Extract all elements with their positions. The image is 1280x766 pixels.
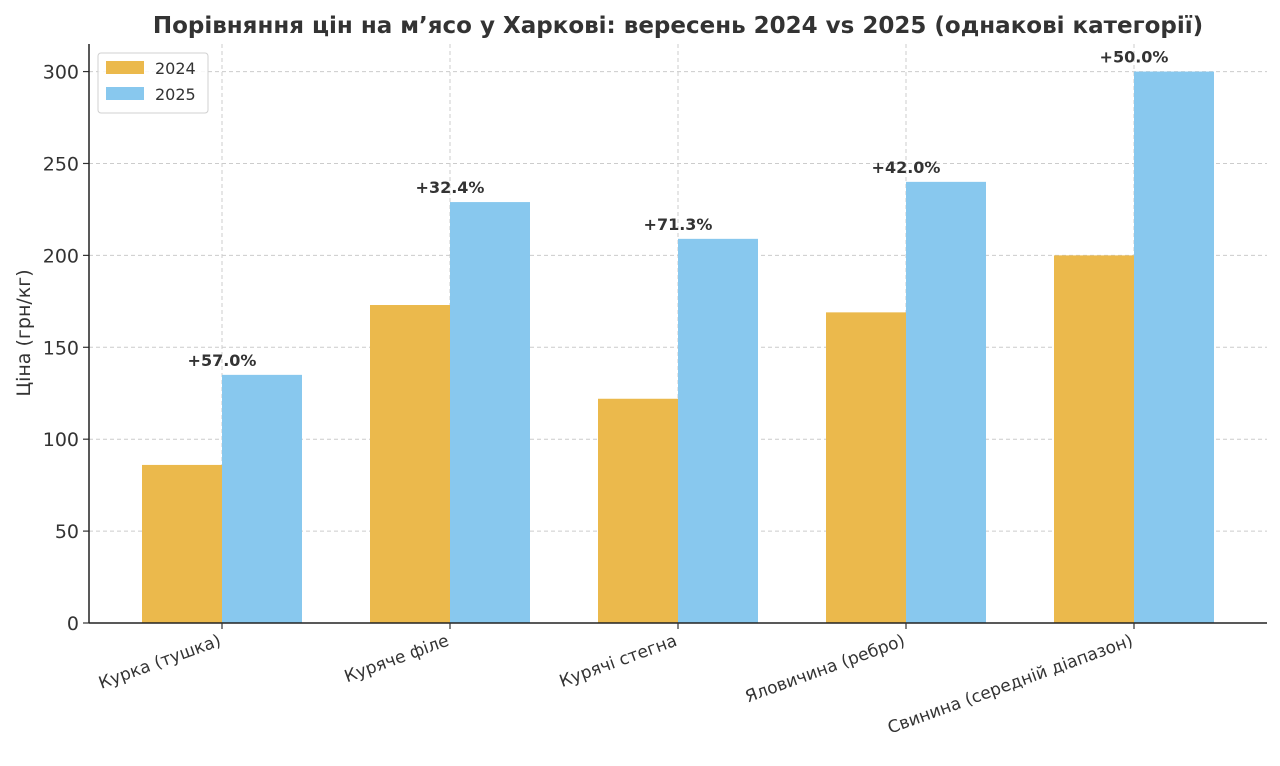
y-tick-label: 300	[43, 62, 79, 84]
x-tick-label: Курка (тушка)	[96, 631, 224, 694]
y-tick-label: 50	[55, 521, 79, 543]
y-tick-label: 250	[43, 153, 79, 175]
bar-2025-2	[450, 202, 530, 624]
bar-2025-4	[906, 181, 986, 623]
bar-2024-5	[1054, 255, 1134, 623]
x-tick-label: Курячі стегна	[557, 631, 680, 692]
x-tick-label: Яловичина (ребро)	[743, 631, 908, 707]
bar-annotations: +57.0% +32.4% +71.3% +42.0% +50.0%	[188, 48, 1169, 370]
change-annotation: +32.4%	[416, 178, 485, 197]
legend: 2024 2025	[97, 52, 209, 114]
legend-swatch-2025	[106, 87, 144, 100]
change-annotation: +42.0%	[872, 158, 941, 177]
bars	[142, 71, 1214, 624]
legend-label-2024: 2024	[155, 59, 196, 78]
bar-2025-3	[678, 238, 758, 624]
bar-2024-4	[826, 312, 906, 623]
y-axis-label: Ціна (грн/кг)	[13, 269, 35, 396]
y-tick-label: 100	[43, 429, 79, 451]
legend-swatch-2024	[106, 61, 144, 74]
legend-label-2025: 2025	[155, 85, 196, 104]
y-tick-label: 0	[67, 613, 79, 635]
chart-title: Порівняння цін на м’ясо у Харкові: верес…	[153, 13, 1203, 39]
x-tick-label: Свинина (середній діапазон)	[885, 631, 1136, 739]
bar-2024-3	[598, 398, 678, 623]
change-annotation: +57.0%	[188, 351, 257, 370]
y-tick-label: 200	[43, 245, 79, 267]
x-tick-label: Куряче філе	[342, 631, 452, 687]
change-annotation: +50.0%	[1100, 48, 1169, 67]
change-annotation: +71.3%	[644, 215, 713, 234]
bar-2025-1	[222, 374, 302, 623]
bar-2025-5	[1134, 71, 1214, 624]
bar-2024-1	[142, 464, 222, 623]
y-tick-label: 150	[43, 337, 79, 359]
bar-2024-2	[370, 305, 450, 623]
